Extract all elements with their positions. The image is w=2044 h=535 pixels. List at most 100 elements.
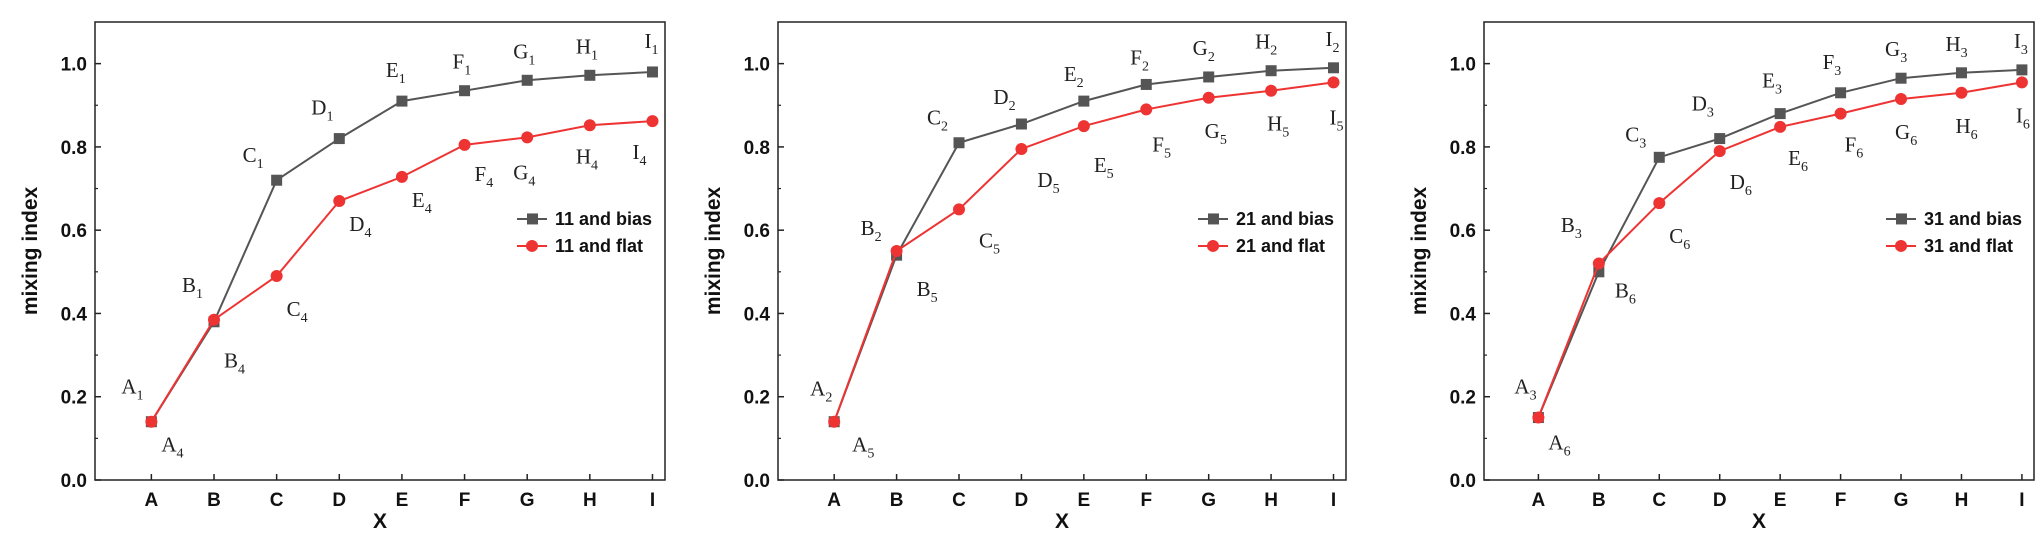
x-tick-label: D bbox=[1015, 490, 1029, 511]
point-label-subscript: 1 bbox=[528, 53, 535, 68]
x-tick-label: E bbox=[1774, 490, 1787, 511]
point-label-letter: E bbox=[386, 58, 399, 82]
point-label-subscript: 4 bbox=[591, 158, 598, 173]
data-point-circle bbox=[953, 203, 966, 216]
point-label-letter: I bbox=[632, 140, 639, 164]
point-label: G4 bbox=[513, 160, 535, 189]
legend-marker-circle bbox=[1207, 239, 1219, 252]
point-label-letter: F bbox=[1823, 50, 1835, 74]
point-label-letter: F bbox=[475, 162, 487, 186]
x-tick-label: F bbox=[1835, 490, 1847, 511]
point-label-letter: D bbox=[349, 212, 364, 236]
point-label: A4 bbox=[161, 433, 183, 462]
point-label: D1 bbox=[311, 96, 333, 125]
data-point-circle bbox=[521, 131, 534, 144]
point-label: C4 bbox=[287, 297, 308, 326]
point-label-letter: C bbox=[287, 297, 301, 321]
data-point-circle bbox=[583, 119, 596, 132]
y-tick-label: 1.0 bbox=[744, 55, 770, 76]
point-label-letter: F bbox=[1152, 132, 1164, 156]
point-label-letter: I bbox=[2016, 103, 2023, 127]
y-tick-label: 0.0 bbox=[1450, 471, 1476, 492]
point-label-subscript: 4 bbox=[301, 311, 308, 326]
point-label-letter: E bbox=[1094, 153, 1107, 177]
point-label-letter: C bbox=[1625, 122, 1639, 146]
plot-frame bbox=[777, 21, 1347, 481]
data-point-square bbox=[2016, 64, 2028, 76]
data-point-circle bbox=[395, 170, 408, 183]
point-label-letter: B bbox=[917, 277, 931, 301]
data-point-square bbox=[584, 69, 596, 81]
point-label-letter: A bbox=[1514, 375, 1530, 399]
data-point-circle bbox=[1265, 84, 1278, 97]
point-label: H1 bbox=[576, 34, 598, 63]
data-point-square bbox=[1078, 95, 1090, 107]
point-label: I4 bbox=[632, 140, 646, 169]
point-label-letter: G bbox=[1205, 119, 1220, 143]
y-tick-label: 0.6 bbox=[744, 221, 770, 242]
data-point-circle bbox=[1532, 411, 1545, 424]
point-label: G2 bbox=[1193, 36, 1215, 65]
x-tick-label: C bbox=[1652, 490, 1666, 511]
point-label-subscript: 6 bbox=[1564, 445, 1571, 460]
y-axis-title: mixing index bbox=[19, 187, 42, 316]
point-label: H4 bbox=[576, 144, 598, 173]
x-tick-label: H bbox=[1264, 490, 1278, 511]
point-label-letter: E bbox=[1788, 146, 1801, 170]
point-label: B3 bbox=[1561, 213, 1582, 242]
point-label-subscript: 2 bbox=[941, 120, 948, 135]
point-label: H5 bbox=[1267, 112, 1289, 141]
legend-marker-square bbox=[1896, 213, 1907, 225]
data-point-circle bbox=[333, 195, 346, 208]
point-label-letter: G bbox=[513, 39, 528, 63]
point-label: D3 bbox=[1692, 92, 1714, 121]
data-point-circle bbox=[1774, 120, 1787, 133]
point-label-letter: H bbox=[1267, 112, 1282, 136]
point-label-subscript: 5 bbox=[1164, 146, 1171, 161]
point-label: G6 bbox=[1895, 120, 1917, 149]
point-label-subscript: 4 bbox=[639, 154, 646, 169]
point-label-subscript: 5 bbox=[1282, 126, 1289, 141]
data-point-circle bbox=[2015, 76, 2028, 89]
y-tick-label: 0.6 bbox=[1450, 221, 1476, 242]
x-tick-label: C bbox=[952, 490, 966, 511]
point-label: G1 bbox=[513, 39, 535, 68]
data-point-square bbox=[1835, 87, 1847, 99]
point-label: H2 bbox=[1255, 30, 1277, 59]
data-point-square bbox=[1015, 118, 1027, 130]
point-label: E5 bbox=[1094, 153, 1114, 182]
point-label-subscript: 4 bbox=[177, 447, 184, 462]
point-label-letter: D bbox=[993, 85, 1008, 109]
point-label-subscript: 4 bbox=[364, 226, 371, 241]
point-label-subscript: 2 bbox=[875, 230, 882, 245]
data-point-circle bbox=[890, 245, 903, 257]
y-tick-label: 0.4 bbox=[1450, 304, 1477, 325]
point-label-subscript: 4 bbox=[528, 174, 535, 189]
data-point-square bbox=[1955, 67, 1967, 79]
y-tick-label: 0.4 bbox=[61, 304, 88, 325]
point-label: B2 bbox=[861, 216, 882, 245]
y-tick-label: 0.6 bbox=[61, 221, 87, 242]
x-tick-label: A bbox=[145, 490, 159, 511]
point-label: F1 bbox=[453, 50, 472, 79]
legend-marker-circle bbox=[1895, 239, 1907, 252]
data-point-square bbox=[1140, 78, 1152, 90]
point-label-subscript: 5 bbox=[867, 447, 874, 462]
legend-marker-square bbox=[527, 213, 538, 225]
y-tick-label: 0.8 bbox=[1450, 138, 1476, 159]
x-axis-title: X bbox=[1055, 510, 1069, 533]
point-label-letter: A bbox=[121, 375, 137, 399]
point-label-subscript: 6 bbox=[1910, 134, 1917, 149]
data-point-square bbox=[1265, 65, 1277, 77]
legend-label: 31 and flat bbox=[1924, 236, 2013, 256]
point-label-letter: F bbox=[1845, 133, 1857, 157]
data-point-square bbox=[1653, 151, 1665, 163]
x-tick-label: I bbox=[650, 490, 655, 511]
data-point-square bbox=[1774, 108, 1786, 120]
point-label: E3 bbox=[1762, 69, 1782, 98]
point-label-letter: E bbox=[1064, 62, 1077, 86]
point-label: A1 bbox=[121, 375, 143, 404]
x-tick-label: F bbox=[1140, 490, 1152, 511]
